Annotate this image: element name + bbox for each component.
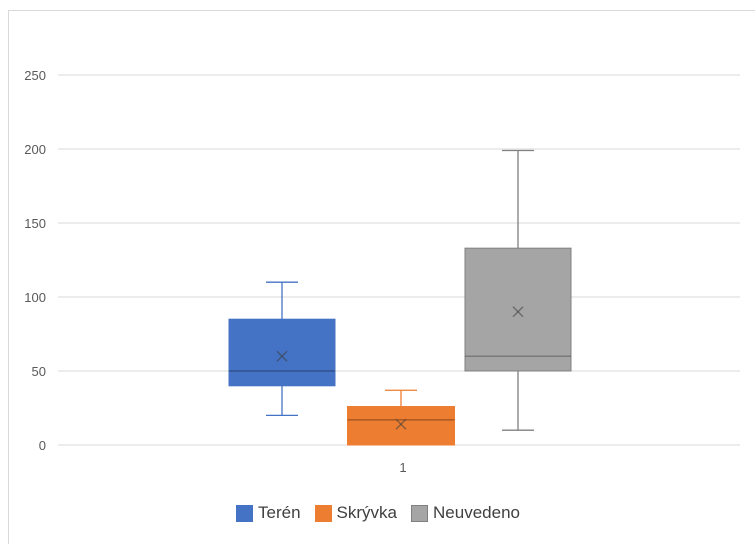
legend-item-terén: Terén (236, 503, 301, 523)
y-tick-label: 50 (32, 364, 46, 379)
box-body (347, 406, 455, 446)
legend-label: Neuvedeno (433, 503, 520, 522)
legend-swatch (411, 504, 429, 522)
y-tick-label: 150 (24, 216, 46, 231)
mean-marker (512, 306, 524, 318)
y-tick-label: 200 (24, 142, 46, 157)
legend-swatch (314, 504, 332, 522)
legend: Terén Skrývka Neuvedeno (0, 503, 756, 523)
mean-marker (276, 350, 288, 362)
y-tick-label: 100 (24, 290, 46, 305)
box-skrývka (347, 389, 455, 446)
box-neuvedeno (464, 149, 572, 431)
legend-label: Skrývka (336, 503, 398, 522)
x-axis: 1 (399, 460, 406, 475)
box-terén (228, 281, 336, 417)
y-axis: 0 50 100 150 200 250 (24, 68, 46, 453)
gridlines (58, 74, 740, 446)
box-body (228, 318, 336, 387)
legend-item-skrývka: Skrývka (314, 503, 398, 523)
x-tick-label: 1 (399, 460, 406, 475)
box-series (228, 149, 572, 446)
legend-swatch (236, 504, 254, 522)
box-body (464, 247, 572, 372)
mean-marker (395, 418, 407, 430)
legend-item-neuvedeno: Neuvedeno (411, 503, 520, 523)
y-tick-label: 0 (39, 438, 46, 453)
legend-label: Terén (258, 503, 301, 522)
y-tick-label: 250 (24, 68, 46, 83)
chart-frame (8, 10, 755, 544)
